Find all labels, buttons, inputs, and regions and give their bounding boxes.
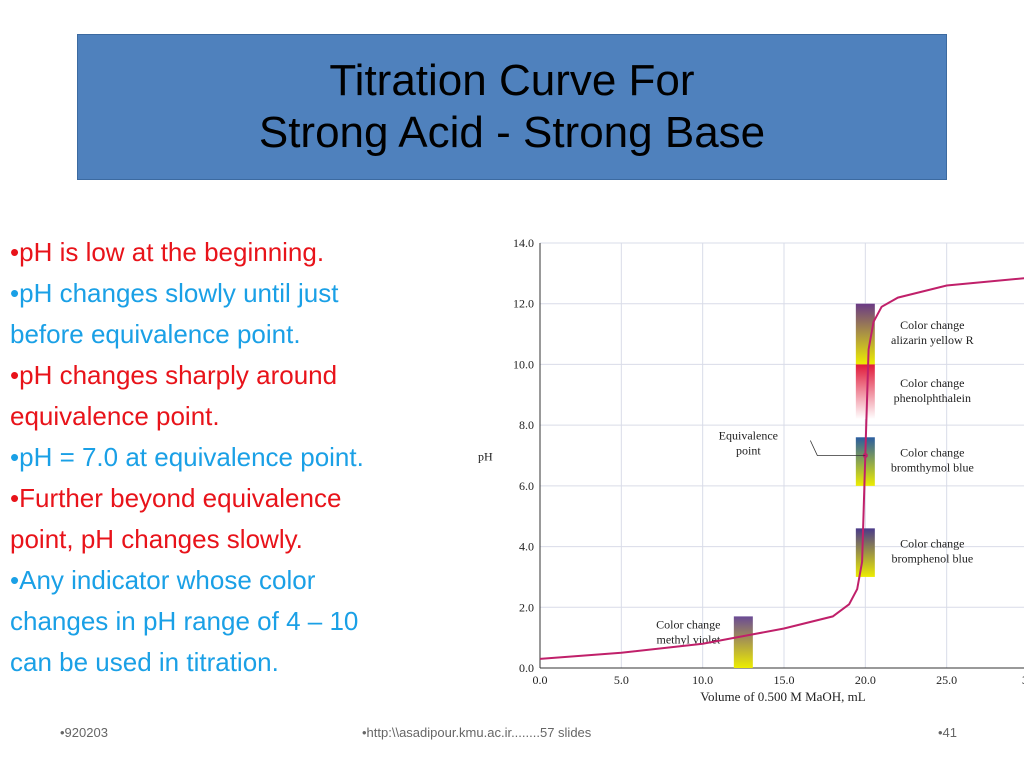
indicator-label-line-1: Color change [900, 376, 964, 390]
bullet-line: changes in pH range of 4 – 10 [10, 606, 359, 636]
indicator-bar [733, 616, 753, 668]
x-tick-label: 20.0 [855, 673, 876, 687]
titration-curve [539, 277, 1024, 660]
bullet-2: •pH changes slowly until just before equ… [10, 273, 490, 355]
bullet-line: •pH changes slowly until just [10, 278, 339, 308]
indicator-label-line-2: alizarin yellow R [891, 333, 974, 347]
x-tick-label: 10.0 [692, 673, 713, 687]
footer-page-number: •41 [938, 725, 958, 740]
equivalence-leader-line [809, 440, 866, 456]
bullet-line: •Any indicator whose color [10, 565, 316, 595]
bullet-5: •Further beyond equivalence point, pH ch… [10, 478, 490, 560]
y-tick-label: 14.0 [513, 236, 534, 250]
bullet-line: •pH is low at the beginning. [10, 237, 325, 267]
bullet-1: •pH is low at the beginning. [10, 232, 490, 273]
indicator-label-line-2: bromthymol blue [891, 461, 974, 475]
indicator-label-line-1: Color change [900, 537, 964, 551]
x-tick-label: 30 [1022, 673, 1024, 687]
y-axis-label: pH [478, 450, 493, 464]
x-tick-label: 25.0 [936, 673, 957, 687]
x-tick-label: 0.0 [533, 673, 548, 687]
y-tick-label: 6.0 [519, 479, 534, 493]
bullet-line: point, pH changes slowly. [10, 524, 303, 554]
y-tick-label: 4.0 [519, 540, 534, 554]
x-axis-label: Volume of 0.500 M MaOH, mL [700, 689, 866, 704]
bullet-line: •pH = 7.0 at equivalence point. [10, 442, 364, 472]
indicator-bar [855, 364, 875, 420]
y-tick-label: 10.0 [513, 357, 534, 371]
x-tick-label: 15.0 [774, 673, 795, 687]
indicator-label-line-2: phenolphthalein [894, 391, 971, 405]
indicator-label-line-1: Color change [900, 318, 964, 332]
x-tick-label: 5.0 [614, 673, 629, 687]
bullet-line: before equivalence point. [10, 319, 301, 349]
titration-chart: 0.0 2.0 4.0 6.0 8.0 10.0 12.0 14.0 0.0 5.0 10.0 15.… [478, 236, 1024, 704]
indicator-label-line-2: bromphenol blue [892, 552, 974, 566]
equivalence-label-line-1: Equivalence [719, 429, 778, 443]
slide-title-line-1: Titration Curve For [329, 56, 695, 105]
bullet-line: •Further beyond equivalence [10, 483, 342, 513]
bullet-list: •pH is low at the beginning. •pH changes… [10, 232, 490, 683]
bullet-line: equivalence point. [10, 401, 220, 431]
bullet-4: •pH = 7.0 at equivalence point. [10, 437, 490, 478]
footer-date: •920203 [60, 725, 108, 740]
indicator-bar [855, 528, 875, 577]
y-tick-label: 12.0 [513, 297, 534, 311]
bullet-line: •pH changes sharply around [10, 360, 338, 390]
y-tick-label: 8.0 [519, 418, 534, 432]
y-tick-label: 0.0 [519, 661, 534, 675]
bullet-line: can be used in titration. [10, 647, 279, 677]
title-box: Titration Curve For Strong Acid - Strong… [77, 34, 947, 180]
equivalence-point-marker [862, 453, 868, 458]
indicator-bar [855, 303, 875, 365]
bullet-6: •Any indicator whose color changes in pH… [10, 560, 490, 683]
indicator-label-line-1: Color change [656, 618, 720, 632]
slide-title-line-2: Strong Acid - Strong Base [258, 108, 766, 157]
y-tick-label: 2.0 [519, 600, 534, 614]
equivalence-label-line-2: point [736, 444, 761, 458]
footer-source-link[interactable]: •http:\\asadipour.kmu.ac.ir........57 sl… [362, 725, 592, 740]
bullet-3: •pH changes sharply around equivalence p… [10, 355, 490, 437]
indicator-label-line-1: Color change [900, 446, 964, 460]
